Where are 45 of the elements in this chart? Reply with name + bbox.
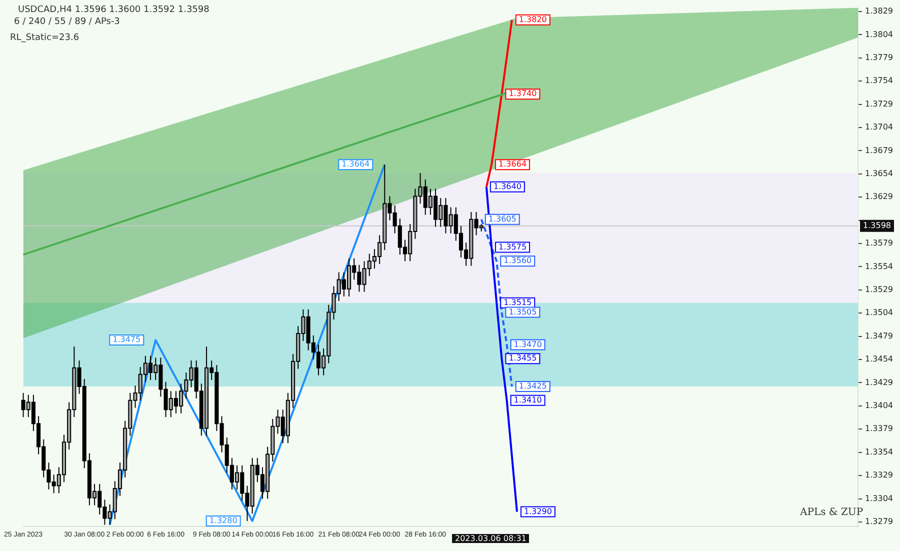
y-tick-label: 1.3679 — [865, 146, 894, 155]
y-tick-label: 1.3304 — [865, 494, 894, 503]
data-label: 1.3280 — [209, 516, 238, 526]
ref-line-label: 1.3598 — [863, 220, 892, 230]
y-tick-label: 1.3279 — [865, 517, 894, 526]
annotation: RL_Static=23.6 — [10, 33, 80, 43]
data-label: 1.3605 — [488, 214, 516, 224]
data-label: 1.3505 — [508, 307, 537, 316]
y-tick-label: 1.3729 — [865, 99, 894, 108]
y-tick-label: 1.3379 — [865, 424, 894, 434]
y-tick-label: 1.3429 — [865, 378, 894, 387]
data-label: 1.3740 — [508, 89, 537, 98]
y-tick-label: 1.3529 — [865, 285, 894, 294]
data-label: 1.3425 — [518, 382, 547, 391]
data-label: 1.3560 — [504, 256, 532, 266]
data-label: 1.3475 — [112, 335, 141, 344]
data-label: 1.3575 — [498, 242, 527, 252]
data-label: 1.3515 — [504, 298, 532, 308]
y-tick-label: 1.3354 — [865, 447, 894, 456]
y-tick-label: 1.3829 — [865, 6, 894, 16]
data-label: 1.3664 — [342, 160, 370, 169]
data-label: 1.3290 — [524, 506, 552, 516]
y-tick-label: 1.3479 — [865, 331, 894, 340]
y-tick-label: 1.3504 — [865, 308, 894, 318]
y-tick-label: 1.3329 — [865, 470, 894, 480]
y-tick-label: 1.3804 — [865, 30, 894, 39]
chart-title: USDCAD,H4 1.3596 1.3600 1.3592 1.3598 — [18, 5, 210, 15]
data-label: 1.3470 — [514, 340, 542, 349]
y-tick-label: 1.3579 — [865, 238, 894, 248]
y-tick-label: 1.3404 — [865, 401, 894, 410]
y-tick-label: 1.3779 — [865, 52, 894, 62]
text: 6 / 240 / 55 / 89 / APs-3 — [14, 17, 120, 27]
y-tick-label: 1.3454 — [865, 354, 894, 364]
y-tick-label: 1.3704 — [865, 122, 894, 132]
data-label: 1.3664 — [498, 160, 527, 169]
data-label: 1.3640 — [493, 182, 522, 191]
data-label: 1.3455 — [508, 354, 537, 363]
data-label: 1.3820 — [518, 14, 547, 24]
y-tick-label: 1.3754 — [865, 76, 894, 86]
y-tick-label: 1.3654 — [865, 169, 894, 178]
annotation: APLs & ZUP — [800, 507, 864, 518]
data-label: 1.3410 — [514, 395, 542, 404]
y-tick-label: 1.3554 — [865, 262, 894, 271]
y-tick-label: 1.3629 — [865, 192, 894, 202]
text: 2023.03.06 08:31 — [452, 534, 530, 543]
